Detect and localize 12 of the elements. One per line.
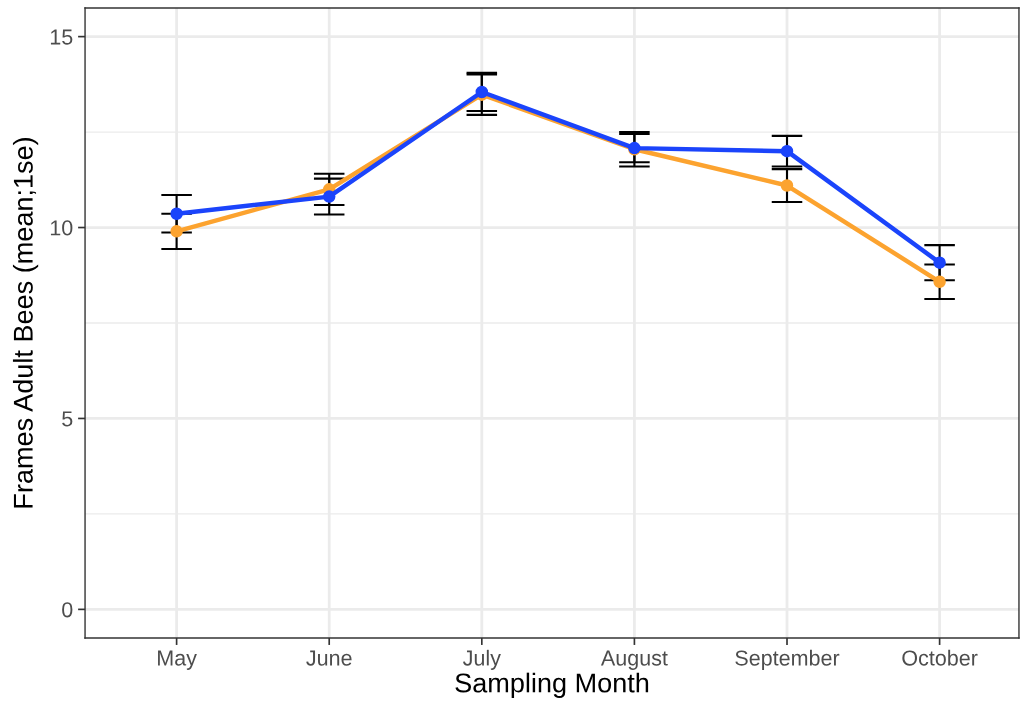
x-axis-title: Sampling Month <box>455 672 649 698</box>
x-tick-label: August <box>600 650 668 670</box>
y-axis-title: Frames Adult Bees (mean;1se) <box>12 138 39 508</box>
x-tick-label: July <box>463 649 501 670</box>
x-tick-label: May <box>158 650 197 670</box>
x-tick-label: October <box>902 649 978 666</box>
x-tick-label: June <box>306 650 352 666</box>
y-tick-label: 5 <box>62 411 73 427</box>
y-tick-label: 10 <box>50 220 73 236</box>
y-tick-label: 15 <box>50 29 73 45</box>
y-tick-label: 0 <box>62 602 73 618</box>
x-tick-label: September <box>735 649 840 670</box>
